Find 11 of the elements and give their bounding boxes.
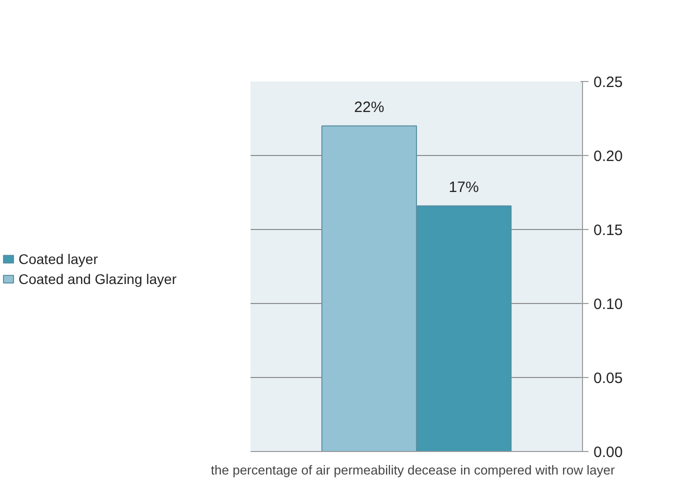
x-tick-label: the percentage of air permeability decease in compered with row layer (210, 462, 616, 478)
y-tick-label: 0.20 (594, 148, 623, 165)
y-tick-label: 0.25 (594, 74, 623, 91)
legend-label: Coated and Glazing layer (18, 271, 177, 288)
data-label: 22% (354, 98, 384, 116)
y-tick-label: 0.05 (594, 370, 623, 387)
y-tick-label: 0.10 (594, 296, 623, 313)
y-tick-label: 0.15 (594, 222, 623, 239)
legend-label: Coated layer (18, 251, 98, 268)
data-label: 17% (448, 178, 479, 196)
y-tick-label: 0.00 (594, 444, 623, 461)
